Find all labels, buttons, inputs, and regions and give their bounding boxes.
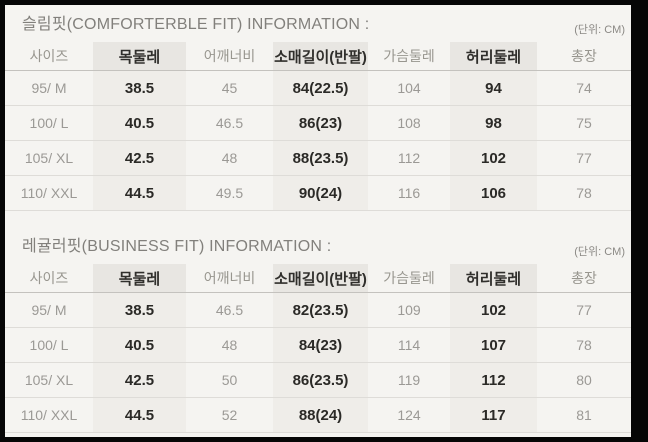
cell-chest: 109 [368,292,450,328]
cell-waist: 107 [450,327,537,363]
cell-length: 74 [537,70,631,106]
column-header-neck: 목둘레 [93,264,186,293]
cell-chest: 114 [368,327,450,363]
cell-size: 95/ M [5,70,93,106]
cell-shoulder: 52 [186,397,273,433]
regular-fit-section-head: 레귤러핏(BUSINESS FIT) INFORMATION : (단위: CM… [5,236,631,258]
cell-shoulder: 46.5 [186,292,273,328]
regular-fit-title: 레귤러핏(BUSINESS FIT) INFORMATION : [22,238,332,255]
cell-size: 95/ M [5,292,93,328]
slim-fit-section-head: 슬림핏(COMFORTERBLE FIT) INFORMATION : (단위:… [5,14,631,36]
regular-fit-section: 레귤러핏(BUSINESS FIT) INFORMATION : (단위: CM… [5,236,631,433]
cell-waist: 112 [450,362,537,398]
cell-shoulder: 46.5 [186,105,273,141]
column-header-size: 사이즈 [5,42,93,71]
slim-fit-unit-label: (단위: CM) [574,24,625,36]
table-row: 100/ L 40.5 46.5 86(23) 108 98 75 [5,105,631,141]
cell-sleeve: 88(23.5) [273,140,368,176]
column-header-shoulder: 어깨너비 [186,42,273,71]
table-row: 95/ M 38.5 46.5 82(23.5) 109 102 77 [5,292,631,328]
table-row: 110/ XXL 44.5 49.5 90(24) 116 106 78 [5,175,631,211]
column-header-waist: 허리둘레 [450,264,537,293]
cell-length: 80 [537,362,631,398]
cell-neck: 40.5 [93,105,186,141]
cell-size: 110/ XXL [5,175,93,211]
cell-shoulder: 50 [186,362,273,398]
cell-length: 81 [537,397,631,433]
cell-chest: 119 [368,362,450,398]
cell-neck: 42.5 [93,362,186,398]
cell-shoulder: 48 [186,327,273,363]
table-row: 110/ XXL 44.5 52 88(24) 124 117 81 [5,397,631,433]
cell-waist: 94 [450,70,537,106]
column-header-shoulder: 어깨너비 [186,264,273,293]
table-row: 105/ XL 42.5 50 86(23.5) 119 112 80 [5,362,631,398]
cell-neck: 38.5 [93,70,186,106]
column-header-waist: 허리둘레 [450,42,537,71]
cell-neck: 44.5 [93,397,186,433]
cell-size: 100/ L [5,105,93,141]
table-row: 105/ XL 42.5 48 88(23.5) 112 102 77 [5,140,631,176]
cell-size: 100/ L [5,327,93,363]
table-row: 95/ M 38.5 45 84(22.5) 104 94 74 [5,70,631,106]
column-header-neck: 목둘레 [93,42,186,71]
cell-chest: 108 [368,105,450,141]
cell-chest: 112 [368,140,450,176]
regular-fit-size-table: 사이즈 목둘레 어깨너비 소매길이(반팔) 가슴둘레 허리둘레 총장 95/ M 38.5 46.… [5,264,631,433]
table-row: 100/ L 40.5 48 84(23) 114 107 78 [5,327,631,363]
size-info-panel: 슬림핏(COMFORTERBLE FIT) INFORMATION : (단위:… [5,5,631,437]
cell-chest: 104 [368,70,450,106]
header-row: 사이즈 목둘레 어깨너비 소매길이(반팔) 가슴둘레 허리둘레 총장 [5,42,631,71]
regular-fit-unit-label: (단위: CM) [574,246,625,258]
cell-neck: 42.5 [93,140,186,176]
cell-neck: 40.5 [93,327,186,363]
cell-sleeve: 86(23.5) [273,362,368,398]
cell-sleeve: 84(23) [273,327,368,363]
column-header-size: 사이즈 [5,264,93,293]
cell-length: 78 [537,175,631,211]
cell-shoulder: 49.5 [186,175,273,211]
cell-waist: 98 [450,105,537,141]
cell-sleeve: 84(22.5) [273,70,368,106]
column-header-chest: 가슴둘레 [368,264,450,293]
cell-size: 105/ XL [5,140,93,176]
cell-size: 105/ XL [5,362,93,398]
cell-shoulder: 45 [186,70,273,106]
cell-length: 77 [537,292,631,328]
cell-length: 77 [537,140,631,176]
column-header-sleeve: 소매길이(반팔) [273,264,368,293]
cell-length: 75 [537,105,631,141]
column-header-chest: 가슴둘레 [368,42,450,71]
cell-waist: 117 [450,397,537,433]
cell-shoulder: 48 [186,140,273,176]
cell-length: 78 [537,327,631,363]
slim-fit-title: 슬림핏(COMFORTERBLE FIT) INFORMATION : [22,16,370,33]
column-header-sleeve: 소매길이(반팔) [273,42,368,71]
slim-fit-size-table: 사이즈 목둘레 어깨너비 소매길이(반팔) 가슴둘레 허리둘레 총장 95/ M 38.5 45 8… [5,42,631,211]
cell-waist: 102 [450,292,537,328]
cell-neck: 44.5 [93,175,186,211]
cell-sleeve: 86(23) [273,105,368,141]
header-row: 사이즈 목둘레 어깨너비 소매길이(반팔) 가슴둘레 허리둘레 총장 [5,264,631,293]
cell-neck: 38.5 [93,292,186,328]
cell-waist: 106 [450,175,537,211]
cell-waist: 102 [450,140,537,176]
cell-sleeve: 88(24) [273,397,368,433]
cell-chest: 116 [368,175,450,211]
cell-sleeve: 82(23.5) [273,292,368,328]
slim-fit-section: 슬림핏(COMFORTERBLE FIT) INFORMATION : (단위:… [5,14,631,211]
cell-size: 110/ XXL [5,397,93,433]
cell-sleeve: 90(24) [273,175,368,211]
column-header-length: 총장 [537,264,631,293]
column-header-length: 총장 [537,42,631,71]
cell-chest: 124 [368,397,450,433]
